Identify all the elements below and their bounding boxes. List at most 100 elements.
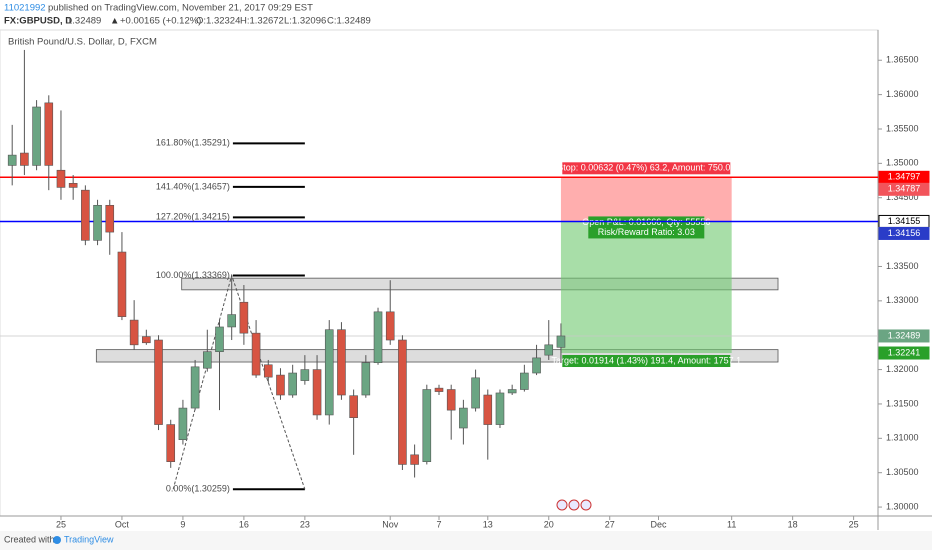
- candle-body: [7, 154, 17, 166]
- y-tick-label: 1.36000: [886, 89, 919, 99]
- zone: [181, 277, 779, 291]
- candle-body: [105, 204, 115, 233]
- change-arrow: ▲: [110, 16, 119, 27]
- rr-label: Risk/Reward Ratio: 3.03: [598, 227, 695, 237]
- y-tick-label: 1.33000: [886, 295, 919, 305]
- price-tag-label: 1.34797: [888, 172, 921, 182]
- candle-body: [300, 369, 310, 381]
- candle-body: [373, 311, 383, 364]
- low: L:1.32096: [284, 16, 326, 27]
- target-label: Target: 0.01914 (1.43%) 191.4, Amount: 1…: [551, 355, 741, 365]
- candle-body: [422, 389, 432, 462]
- candle-body: [544, 344, 554, 356]
- candle-body: [154, 339, 163, 425]
- candle-body: [239, 301, 249, 334]
- y-tick-label: 1.31500: [886, 398, 919, 408]
- candle-body: [288, 372, 297, 396]
- candle-body: [166, 424, 176, 462]
- fib-label: 0.00%(1.30259): [166, 484, 230, 494]
- y-tick-label: 1.34500: [886, 192, 919, 202]
- fib-label: 161.80%(1.35291): [156, 138, 230, 148]
- candle-body: [44, 102, 54, 166]
- candle-body: [32, 106, 41, 166]
- candle-body: [93, 204, 102, 241]
- candle-body: [520, 372, 529, 390]
- footer-bg: [0, 531, 932, 550]
- created-with: Created with: [4, 534, 55, 544]
- published: published on TradingView.com, November 2…: [48, 3, 313, 14]
- price-tag: [878, 329, 930, 343]
- price-tag-label: 1.34156: [888, 228, 921, 238]
- close: C:1.32489: [327, 16, 371, 27]
- candle-body: [190, 366, 200, 409]
- candle-body: [446, 389, 456, 411]
- plot-area: [0, 29, 879, 517]
- candle-body: [215, 326, 224, 353]
- x-tick-label: 7: [436, 519, 441, 529]
- candle-body: [142, 336, 151, 344]
- candle-body: [385, 311, 395, 341]
- x-tick-label: 11: [727, 519, 736, 529]
- x-tick-label: 25: [849, 519, 859, 529]
- high: H:1.32672: [240, 16, 284, 27]
- candle-body: [507, 389, 517, 394]
- target-zone: [560, 221, 732, 354]
- candle-body: [263, 364, 273, 378]
- target-label-bg: [562, 355, 731, 368]
- candle-body: [532, 357, 541, 374]
- candle-body: [434, 387, 444, 392]
- candle-body: [178, 407, 188, 440]
- y-tick-label: 1.33500: [886, 261, 919, 271]
- y-tick-label: 1.30000: [886, 501, 919, 511]
- x-tick-label: 25: [56, 519, 66, 529]
- chart-title: British Pound/U.S. Dollar, D, FXCM: [8, 37, 157, 48]
- x-tick-label: 20: [544, 519, 554, 529]
- candle-body: [203, 351, 212, 369]
- header-bg: [0, 0, 932, 30]
- price-tag-label: 1.32489: [888, 330, 921, 340]
- fib-label: 141.40%(1.34657): [156, 181, 230, 191]
- price-tag: [878, 226, 930, 240]
- candle-body: [398, 339, 407, 465]
- candle-body: [251, 332, 261, 376]
- y-tick-label: 1.35000: [886, 158, 919, 168]
- candle-body: [68, 182, 78, 188]
- logo: [53, 536, 61, 544]
- y-tick-label: 1.35500: [886, 123, 919, 133]
- candle-body: [117, 251, 127, 317]
- candle-body: [312, 369, 322, 416]
- x-tick-label: 9: [180, 519, 185, 529]
- x-tick-label: 18: [788, 519, 798, 529]
- x-tick-label: 27: [605, 519, 615, 529]
- candle-body: [20, 152, 29, 166]
- x-tick-label: Nov: [382, 519, 399, 529]
- stop-label-bg: [562, 162, 731, 175]
- candle-body: [81, 189, 90, 241]
- price-tag: [878, 346, 930, 360]
- price-tag-label: 1.34787: [888, 184, 921, 194]
- price-tag-label: 1.34155: [888, 216, 921, 226]
- candle-body: [556, 335, 566, 348]
- y-tick-label: 1.31000: [886, 433, 919, 443]
- fib-label: 127.20%(1.34215): [156, 212, 230, 222]
- y-tick-label: 1.32000: [886, 364, 919, 374]
- price-tag-label: 1.32241: [888, 347, 921, 357]
- y-tick-label: 1.36500: [886, 55, 919, 65]
- change: +0.00165 (+0.12%): [120, 16, 201, 27]
- candle-body: [483, 394, 493, 425]
- candle-body: [410, 454, 419, 465]
- candle-body: [276, 374, 285, 396]
- price-tag: [878, 182, 930, 196]
- stop-label: Stop: 0.00632 (0.47%) 63.2, Amount: 750.…: [557, 163, 735, 173]
- candle-body: [361, 362, 371, 396]
- candle-body: [471, 377, 480, 409]
- candle-body: [56, 169, 66, 188]
- candle-body: [337, 329, 346, 396]
- last: 1.32489: [67, 16, 101, 27]
- x-tick-label: Dec: [650, 519, 667, 529]
- open: O:1.32324: [196, 16, 240, 27]
- candle-body: [495, 392, 505, 425]
- candle-body: [459, 407, 468, 429]
